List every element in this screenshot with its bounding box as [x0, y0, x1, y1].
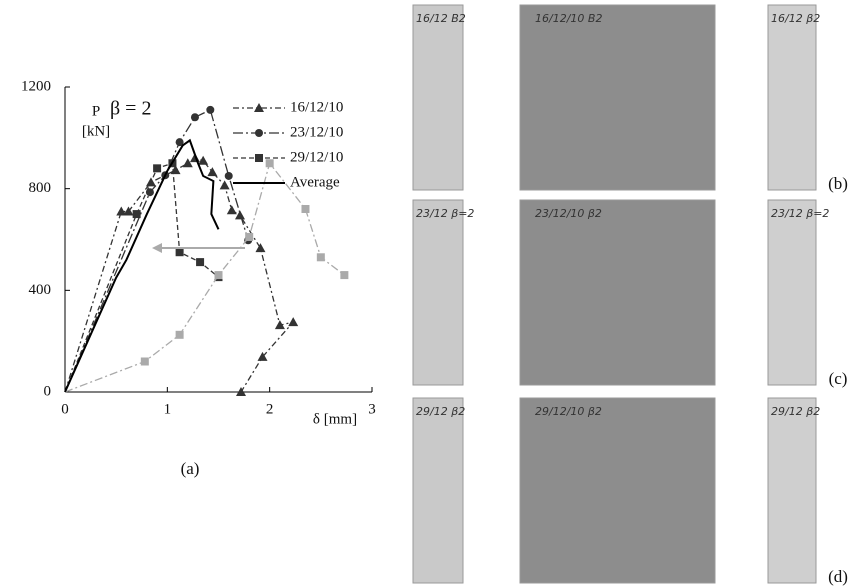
marker	[214, 271, 223, 280]
marker	[175, 138, 184, 147]
marker	[198, 155, 209, 165]
y-tick-label: 800	[29, 180, 52, 196]
photo-label: 16/12 B2	[416, 12, 466, 25]
series-line	[64, 138, 220, 393]
photo-label: 23/12/10 β2	[535, 207, 602, 220]
y-tick-label: 0	[44, 383, 52, 399]
marker	[140, 357, 149, 366]
x-tick-label: 3	[368, 401, 376, 417]
marker	[254, 103, 264, 112]
legend-label: 16/12/10	[290, 99, 343, 115]
marker	[175, 330, 184, 339]
marker	[274, 320, 285, 330]
x-axis-label: δ [mm]	[313, 411, 357, 427]
y-axis-label: P	[92, 103, 100, 119]
series-line	[64, 161, 345, 393]
x-tick-label: 2	[266, 401, 274, 417]
photo	[412, 397, 464, 584]
caption: (a)	[181, 459, 200, 478]
photo	[519, 199, 716, 386]
arrow-head	[152, 243, 162, 253]
y-tick-label: 1200	[21, 78, 51, 94]
photo-label: 16/12/10 B2	[535, 12, 602, 25]
marker	[132, 210, 141, 219]
marker	[190, 113, 199, 122]
marker	[153, 164, 162, 173]
marker	[255, 154, 263, 162]
x-tick-label: 0	[61, 401, 69, 417]
photo-label: 29/12/10 β2	[535, 405, 602, 418]
marker	[316, 253, 325, 262]
marker	[301, 205, 310, 213]
photo-caption: (d)	[828, 567, 848, 586]
marker	[196, 258, 205, 267]
photo	[767, 397, 817, 584]
marker	[340, 271, 349, 280]
marker	[255, 129, 263, 137]
photo	[412, 199, 464, 386]
photo-label: 29/12 β2	[771, 405, 820, 418]
annotation: β = 2	[110, 98, 151, 120]
marker	[265, 159, 274, 168]
marker	[288, 317, 299, 327]
series-line	[64, 157, 296, 393]
marker	[257, 351, 268, 361]
photo-caption: (c)	[829, 369, 848, 388]
photo-label: 23/12 β=2	[416, 207, 474, 220]
legend-label: 23/12/10	[290, 124, 343, 140]
y-tick-label: 400	[29, 282, 52, 298]
marker	[245, 232, 254, 241]
photo	[767, 4, 817, 191]
photo-caption: (b)	[828, 174, 848, 193]
photo-label: 29/12 β2	[416, 405, 465, 418]
photo	[519, 397, 716, 584]
legend-label: 29/12/10	[290, 149, 343, 165]
marker	[175, 248, 184, 257]
photo	[412, 4, 464, 191]
marker	[236, 387, 247, 396]
marker	[226, 205, 237, 215]
marker	[206, 105, 215, 114]
photo	[767, 199, 817, 386]
series-line	[64, 108, 249, 393]
marker	[123, 206, 134, 216]
marker	[255, 243, 266, 253]
photo-label: 16/12 β2	[771, 12, 820, 25]
marker	[219, 180, 230, 190]
y-axis-label: [kN]	[82, 123, 110, 139]
marker	[207, 167, 218, 177]
marker	[182, 158, 193, 168]
marker	[224, 171, 233, 180]
photo-label: 23/12 β=2	[771, 207, 829, 220]
x-tick-label: 1	[164, 401, 172, 417]
photo	[519, 4, 716, 191]
marker	[234, 210, 245, 220]
legend-label: Average	[290, 174, 340, 190]
marker	[116, 206, 127, 216]
